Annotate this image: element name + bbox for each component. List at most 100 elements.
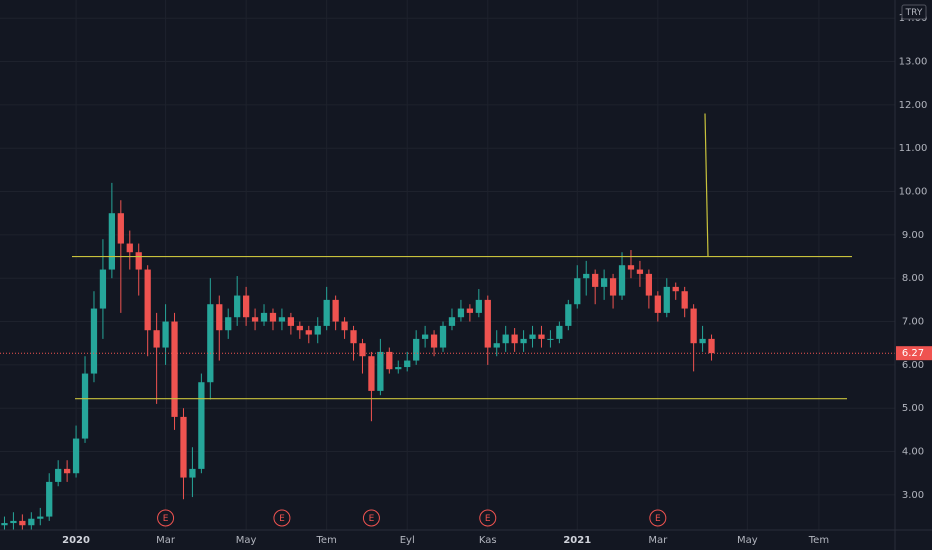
candle-body (99, 269, 107, 309)
event-marker (649, 509, 667, 527)
candle-body (618, 265, 626, 296)
candle-body (538, 334, 545, 339)
x-tick-label: Kas (479, 535, 497, 546)
candle-body (368, 356, 375, 391)
event-marker (273, 509, 291, 527)
candle-body (430, 334, 438, 348)
candle-body (556, 325, 563, 339)
x-tick-label: Tem (808, 535, 829, 546)
candle-body (413, 338, 420, 361)
candle-body (180, 416, 187, 478)
x-tick-label: Mar (648, 535, 668, 546)
candle-body (287, 317, 295, 326)
last-price-badge (896, 346, 932, 361)
candle-body (269, 312, 277, 322)
candle-body (439, 325, 447, 348)
candle-body (63, 468, 71, 474)
candle-body (466, 308, 474, 313)
candle-body (117, 213, 124, 244)
candle-body (1, 523, 8, 526)
candle-body (341, 321, 348, 331)
candle-body (583, 273, 590, 279)
candle-body (189, 468, 196, 478)
candle-body (108, 213, 116, 270)
y-tick-label: 11.00 (899, 143, 928, 154)
candle-body (565, 304, 572, 326)
y-tick-label: 13.00 (899, 57, 928, 68)
candle-body (135, 252, 142, 270)
candle-body (162, 321, 169, 348)
x-tick-label: 2020 (62, 535, 90, 546)
x-tick-label: May (236, 535, 257, 546)
candle-body (529, 334, 536, 339)
candle-body (234, 295, 241, 318)
y-tick-label: 6.00 (902, 360, 924, 371)
y-tick-label: 3.00 (902, 490, 924, 501)
candle-body (377, 351, 384, 391)
candle-body (502, 334, 509, 344)
currency-box (901, 4, 927, 20)
currency-label: TRY (905, 8, 923, 18)
candle-body (278, 317, 286, 322)
candle-body (314, 325, 321, 335)
event-marker (362, 509, 380, 527)
candle-body (654, 295, 661, 313)
candle-body (81, 373, 89, 439)
candle-body (395, 367, 402, 370)
candle-body (448, 317, 456, 326)
candle-body (690, 308, 697, 344)
candle-body (46, 481, 53, 517)
candle-body (699, 338, 706, 344)
event-marker (479, 509, 497, 527)
x-tick-label: Tem (316, 535, 337, 546)
candle-body (90, 308, 98, 374)
candle-body (600, 278, 608, 287)
candle-body (493, 343, 500, 348)
candle-body (421, 334, 429, 339)
candle-body (126, 243, 133, 253)
event-label: E (279, 514, 285, 524)
candle-body (663, 286, 670, 313)
candle-body (484, 299, 491, 348)
candle-body (547, 338, 554, 340)
x-tick-label: May (737, 535, 758, 546)
candle-body (305, 330, 312, 335)
candle-body (207, 304, 214, 383)
event-marker (157, 509, 175, 527)
y-tick-label: 7.00 (902, 317, 924, 328)
candle-body (404, 360, 411, 368)
candle-body (28, 518, 35, 526)
x-tick-label: 2021 (563, 535, 591, 546)
event-label: E (485, 514, 491, 524)
y-tick-label: 12.00 (899, 100, 928, 111)
candle-body (242, 295, 250, 318)
candle-body (10, 520, 17, 524)
candle-body (216, 304, 223, 331)
candle-body (153, 330, 160, 348)
event-label: E (369, 514, 375, 524)
candle-body (457, 308, 465, 318)
candle-body (260, 312, 268, 322)
candle-body (198, 382, 205, 469)
candle-body (708, 338, 715, 354)
candle-body (72, 438, 80, 474)
candle-body (251, 317, 259, 322)
candle-body (225, 317, 232, 331)
candle-body (592, 273, 599, 287)
candle-body (350, 330, 357, 344)
candle-body (609, 278, 617, 296)
candle-body (645, 273, 653, 296)
y-tick-label: 4.00 (902, 447, 924, 458)
y-tick-label: 10.00 (899, 187, 928, 198)
candle-body (520, 338, 527, 344)
event-label: E (655, 514, 661, 524)
candle-body (359, 343, 366, 357)
trend-segment (704, 113, 709, 257)
candle-body (144, 269, 151, 331)
candle-body (681, 291, 688, 309)
candle-body (627, 265, 635, 270)
candle-body (332, 299, 339, 322)
price-axis (895, 0, 932, 550)
